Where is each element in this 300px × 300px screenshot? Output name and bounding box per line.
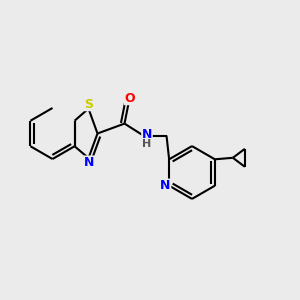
Text: S: S (84, 98, 93, 111)
Text: N: N (84, 156, 94, 169)
Text: N: N (160, 179, 171, 192)
Text: O: O (124, 92, 135, 105)
Text: N: N (142, 128, 152, 141)
Text: H: H (142, 139, 152, 149)
